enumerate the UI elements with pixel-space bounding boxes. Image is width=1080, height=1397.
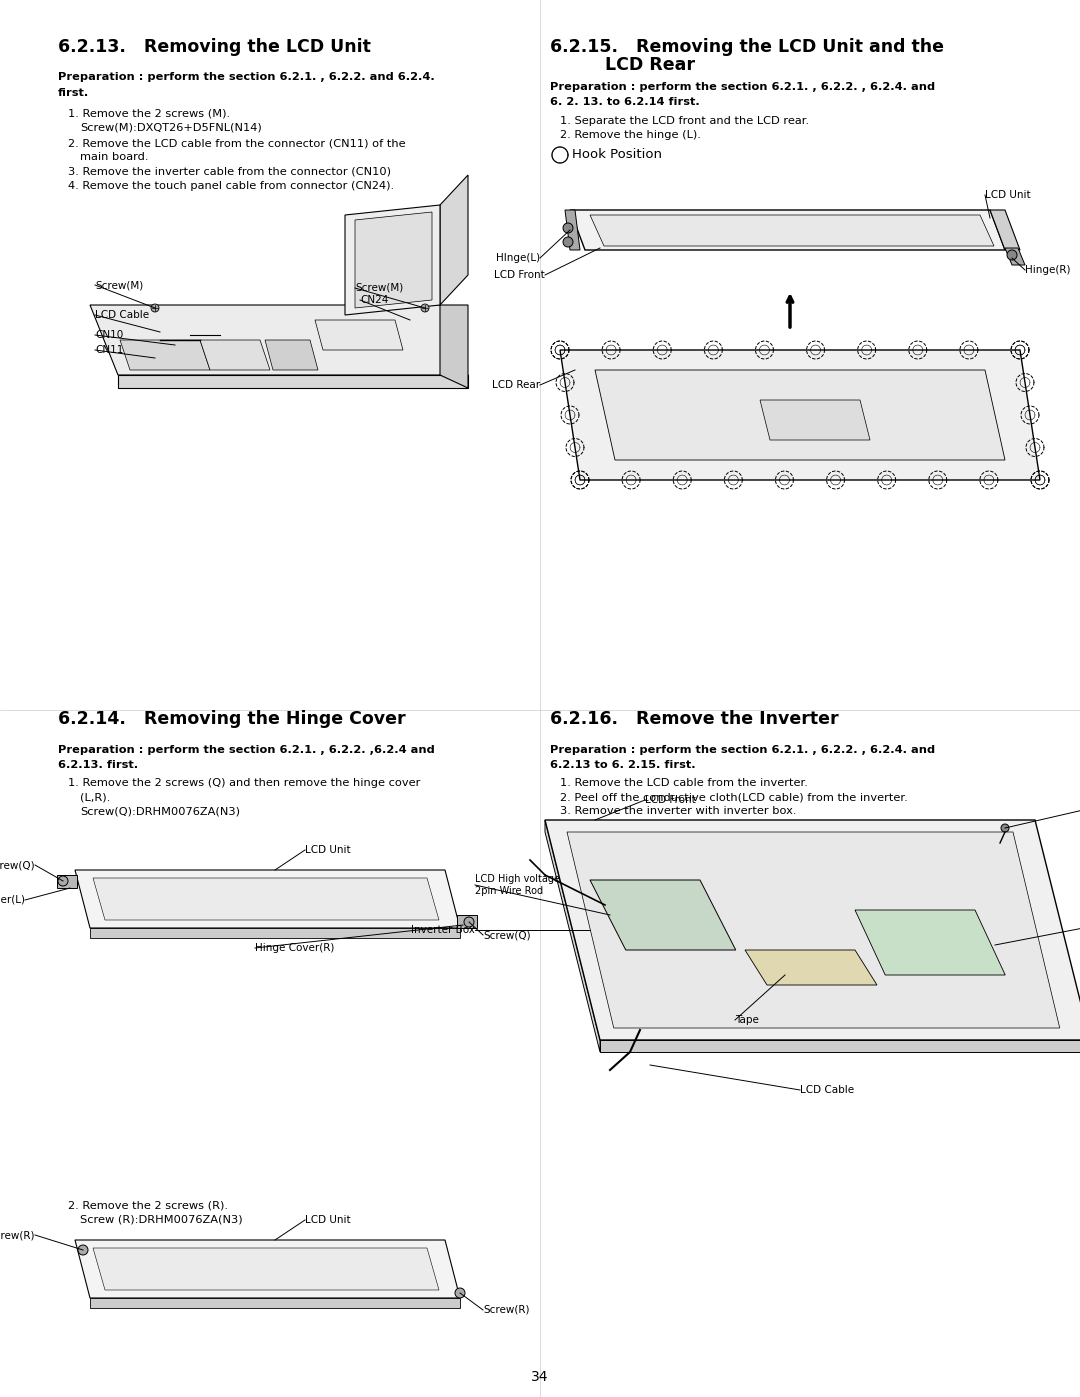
Text: 6.2.15.   Removing the LCD Unit and the: 6.2.15. Removing the LCD Unit and the [550,38,944,56]
Text: LCD Cable: LCD Cable [95,310,149,320]
Text: Screw (R):DRHM0076ZA(N3): Screw (R):DRHM0076ZA(N3) [80,1215,243,1225]
Text: main board.: main board. [80,152,149,162]
Text: 6. 2. 13. to 6.2.14 first.: 6. 2. 13. to 6.2.14 first. [550,96,700,108]
Text: LCD Unit: LCD Unit [985,190,1030,200]
Text: CN10: CN10 [95,330,123,339]
Text: 6.2.13. first.: 6.2.13. first. [58,760,138,770]
Text: LCD Front: LCD Front [495,270,545,279]
Text: 2. Remove the 2 screws (R).: 2. Remove the 2 screws (R). [68,1200,228,1210]
Circle shape [563,237,573,247]
Text: LCD Front: LCD Front [645,795,696,805]
Text: Screw(R): Screw(R) [483,1305,529,1315]
Circle shape [421,305,429,312]
Polygon shape [93,877,438,921]
Circle shape [1001,824,1009,833]
Text: 2. Peel off the conductive cloth(LCD cable) from the inverter.: 2. Peel off the conductive cloth(LCD cab… [561,792,908,802]
Text: Inverter Box: Inverter Box [411,925,475,935]
Text: LCD Rear: LCD Rear [491,380,540,390]
Polygon shape [120,339,210,370]
Text: 6.2.16.   Remove the Inverter: 6.2.16. Remove the Inverter [550,710,839,728]
Polygon shape [118,374,468,388]
Text: Hook Position: Hook Position [572,148,662,161]
Polygon shape [590,880,735,950]
Polygon shape [600,1039,1080,1052]
Polygon shape [90,305,468,374]
Polygon shape [90,1298,460,1308]
Polygon shape [57,875,77,888]
Text: Screw(M): Screw(M) [355,284,403,293]
Text: LCD Unit: LCD Unit [305,1215,351,1225]
Polygon shape [440,175,468,305]
Text: 2. Remove the hinge (L).: 2. Remove the hinge (L). [561,130,701,140]
Circle shape [455,1288,465,1298]
Polygon shape [567,833,1059,1028]
Polygon shape [315,320,403,351]
Polygon shape [93,1248,438,1289]
Polygon shape [265,339,318,370]
Circle shape [1007,250,1017,260]
Text: 1. Remove the LCD cable from the inverter.: 1. Remove the LCD cable from the inverte… [561,778,808,788]
Text: 34: 34 [531,1370,549,1384]
Polygon shape [457,915,477,928]
Circle shape [58,876,68,886]
Text: HInge(L): HInge(L) [496,253,540,263]
Polygon shape [545,820,1080,1039]
Text: 1. Separate the LCD front and the LCD rear.: 1. Separate the LCD front and the LCD re… [561,116,809,126]
Polygon shape [561,351,1040,481]
Polygon shape [1005,249,1025,265]
Text: Preparation : perform the section 6.2.1. , 6.2.2. , 6.2.4. and: Preparation : perform the section 6.2.1.… [550,82,935,92]
Text: Screw(Q): Screw(Q) [483,930,530,940]
Text: LCD Unit: LCD Unit [305,845,351,855]
Text: LCD High voltage
2pin Wire Rod: LCD High voltage 2pin Wire Rod [475,875,561,895]
Polygon shape [345,205,440,314]
Polygon shape [595,370,1005,460]
Text: Screw(M): Screw(M) [95,279,144,291]
Circle shape [464,916,474,928]
Polygon shape [855,909,1005,975]
Polygon shape [440,305,468,388]
Circle shape [563,224,573,233]
Circle shape [78,1245,87,1255]
Text: (L,R).: (L,R). [80,792,110,802]
Text: 1. Remove the 2 screws (M).: 1. Remove the 2 screws (M). [68,108,230,117]
Polygon shape [545,820,600,1052]
Text: 3. Remove the inverter with inverter box.: 3. Remove the inverter with inverter box… [561,806,797,816]
Polygon shape [355,212,432,307]
Text: Hinge Cover(L): Hinge Cover(L) [0,895,25,905]
Text: CN24: CN24 [360,295,389,305]
Text: Screw(M):DXQT26+D5FNL(N14): Screw(M):DXQT26+D5FNL(N14) [80,122,261,131]
Text: first.: first. [58,88,90,98]
Polygon shape [75,1241,460,1298]
Polygon shape [90,928,460,937]
Text: LCD Rear: LCD Rear [605,56,696,74]
Polygon shape [745,950,877,985]
Circle shape [151,305,159,312]
Text: 6.2.13 to 6. 2.15. first.: 6.2.13 to 6. 2.15. first. [550,760,696,770]
Text: Screw(R): Screw(R) [0,1229,35,1241]
Text: 1. Remove the 2 screws (Q) and then remove the hinge cover: 1. Remove the 2 screws (Q) and then remo… [68,778,420,788]
Polygon shape [565,210,580,250]
Text: 3. Remove the inverter cable from the connector (CN10): 3. Remove the inverter cable from the co… [68,168,391,177]
Polygon shape [570,210,1005,250]
Text: LCD Cable: LCD Cable [800,1085,854,1095]
Polygon shape [990,210,1020,250]
Polygon shape [75,870,460,928]
Polygon shape [590,215,994,246]
Text: Preparation : perform the section 6.2.1. , 6.2.2. and 6.2.4.: Preparation : perform the section 6.2.1.… [58,73,435,82]
Text: Preparation : perform the section 6.2.1. , 6.2.2. ,6.2.4 and: Preparation : perform the section 6.2.1.… [58,745,435,754]
Text: Tape: Tape [735,1016,759,1025]
Text: 2. Remove the LCD cable from the connector (CN11) of the: 2. Remove the LCD cable from the connect… [68,138,406,148]
Text: 6.2.13.   Removing the LCD Unit: 6.2.13. Removing the LCD Unit [58,38,370,56]
Polygon shape [200,339,270,370]
Text: Preparation : perform the section 6.2.1. , 6.2.2. , 6.2.4. and: Preparation : perform the section 6.2.1.… [550,745,935,754]
Text: Screw(Q):DRHM0076ZA(N3): Screw(Q):DRHM0076ZA(N3) [80,806,240,816]
Text: Hinge(R): Hinge(R) [1025,265,1070,275]
Text: Hinge Cover(R): Hinge Cover(R) [255,943,335,953]
Text: CN11: CN11 [95,345,123,355]
Text: Screw(Q): Screw(Q) [0,861,35,870]
Polygon shape [760,400,870,440]
Text: 6.2.14.   Removing the Hinge Cover: 6.2.14. Removing the Hinge Cover [58,710,406,728]
Text: 4. Remove the touch panel cable from connector (CN24).: 4. Remove the touch panel cable from con… [68,182,394,191]
